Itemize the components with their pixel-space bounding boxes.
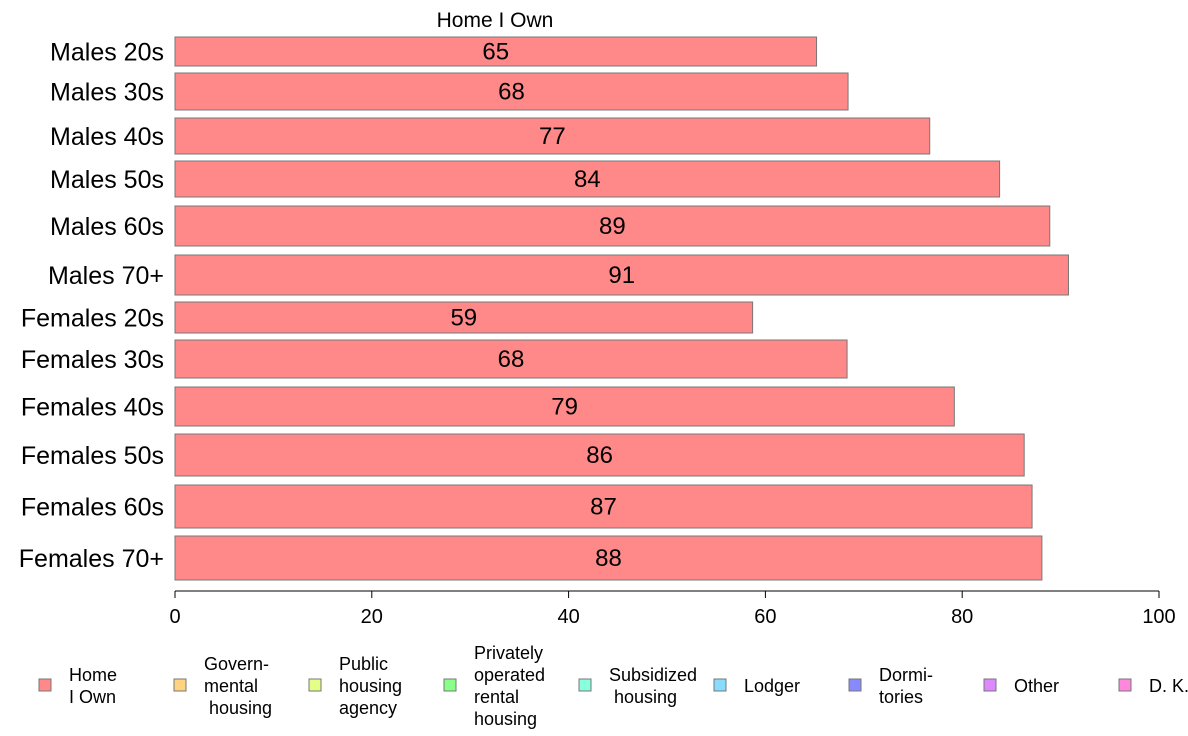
legend-label-line: rental	[474, 687, 519, 707]
legend-label-line: housing	[609, 687, 677, 707]
bar-males-30s	[174, 72, 849, 111]
x-tick-label-40: 40	[557, 606, 579, 628]
data-label-males-60s: 89	[599, 213, 626, 240]
data-label-females-20s: 59	[450, 305, 477, 332]
category-label-females-60s: Females 60s	[21, 494, 164, 522]
legend-swatch	[443, 678, 457, 692]
legend-item-other: Other	[983, 676, 1059, 696]
bar-females-30s	[174, 339, 848, 379]
legend-label-line: Dormi-	[879, 665, 933, 685]
legend-item-dormi-tories: Dormi-tories	[848, 665, 933, 707]
bars-group: 65 68 77 84 89 91 59 68 79 86 87 88	[174, 36, 1069, 581]
legend-item-govern-mental-housing: Govern-mental housing	[173, 654, 272, 718]
bar-females-20s	[174, 301, 754, 334]
x-tick-label-100: 100	[1142, 606, 1175, 628]
category-label-females-30s: Females 30s	[21, 346, 164, 374]
category-labels: Males 20s Males 30s Males 40s Males 50s Male…	[19, 39, 164, 574]
legend-swatch	[1118, 678, 1132, 692]
category-label-males-40s: Males 40s	[50, 123, 164, 151]
legend-label-line: Other	[1014, 676, 1059, 696]
legend-label-line: mental	[204, 676, 258, 696]
legend-label-line: Govern-	[204, 654, 269, 674]
data-label-males-20s: 65	[482, 39, 509, 66]
category-label-females-20s: Females 20s	[21, 305, 164, 333]
legend-label-line: agency	[339, 698, 397, 718]
data-label-males-30s: 68	[498, 79, 525, 106]
legend-label-line: Public	[339, 654, 388, 674]
legend-swatch	[713, 678, 727, 692]
data-label-males-50s: 84	[574, 166, 601, 193]
x-tick-label-80: 80	[951, 606, 973, 628]
data-label-males-70: 91	[608, 262, 635, 289]
category-label-males-50s: Males 50s	[50, 166, 164, 194]
legend-swatch	[308, 678, 322, 692]
legend-swatch	[983, 678, 997, 692]
legend-label-line: housing	[474, 709, 537, 729]
legend-label-line: Subsidized	[609, 665, 697, 685]
x-tick-label-20: 20	[361, 606, 383, 628]
legend-swatch	[848, 678, 862, 692]
legend-swatch	[173, 678, 187, 692]
category-label-females-70: Females 70+	[19, 545, 164, 573]
legend-label-line: Lodger	[744, 676, 800, 696]
data-label-males-40s: 77	[539, 123, 566, 150]
legend-label-line: tories	[879, 687, 923, 707]
bar-females-60s	[174, 484, 1033, 529]
category-label-females-40s: Females 40s	[21, 394, 164, 422]
data-label-females-70: 88	[595, 545, 622, 572]
legend-label-line: I Own	[69, 687, 116, 707]
legend-label-line: housing	[204, 698, 272, 718]
legend-item-d-k: D. K.	[1118, 676, 1188, 696]
category-label-females-50s: Females 50s	[21, 442, 164, 470]
legend-swatch	[38, 678, 52, 692]
bar-males-20s	[174, 36, 818, 67]
bar-females-70	[174, 535, 1043, 581]
data-label-females-30s: 68	[498, 346, 525, 373]
bar-males-60s	[174, 205, 1051, 247]
legend-label-line: Home	[69, 665, 117, 685]
bar-males-50s	[174, 160, 1001, 198]
category-label-males-70: Males 70+	[48, 262, 164, 290]
legend-swatch	[578, 678, 592, 692]
category-label-males-30s: Males 30s	[50, 79, 164, 107]
legend-label-line: housing	[339, 676, 402, 696]
legend-item-subsidized-housing: Subsidized housing	[578, 665, 697, 707]
x-tick-label-60: 60	[754, 606, 776, 628]
chart-title: Home I Own	[437, 9, 554, 32]
bar-females-40s	[174, 386, 955, 427]
legend-label-line: D. K.	[1149, 676, 1188, 696]
category-label-males-60s: Males 60s	[50, 213, 164, 241]
data-label-females-40s: 79	[551, 394, 578, 421]
legend-label-line: Privately	[474, 643, 543, 663]
bar-females-50s	[174, 433, 1025, 477]
legend-item-lodger: Lodger	[713, 676, 800, 696]
bar-males-70	[174, 254, 1069, 296]
legend-label-line: operated	[474, 665, 545, 685]
category-label-males-20s: Males 20s	[50, 39, 164, 67]
data-label-females-50s: 86	[586, 442, 613, 469]
x-axis: 0 20 40 60 80 100	[169, 590, 1176, 628]
x-tick-label-0: 0	[169, 606, 180, 628]
bar-males-40s	[174, 117, 931, 155]
data-label-females-60s: 87	[590, 494, 617, 521]
